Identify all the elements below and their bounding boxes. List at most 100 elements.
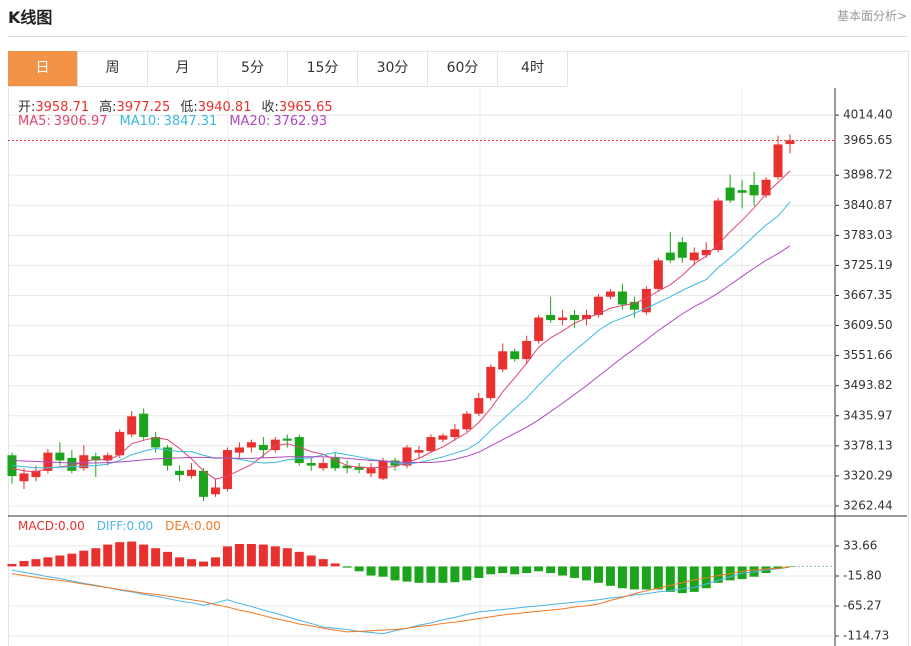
macd-bar [151, 548, 161, 567]
candle-body [31, 470, 41, 478]
legend-name: DIFF: [96, 519, 127, 533]
info-item: 高:3977.25 [99, 96, 170, 115]
legend-item: MA20: 3762.93 [229, 114, 327, 129]
macd-bar [605, 566, 615, 586]
legend-name: MA10: [119, 114, 161, 129]
legend-item: MA10: 3847.31 [120, 114, 218, 129]
ma-line [11, 170, 791, 480]
macd-bar [450, 566, 460, 583]
candle-body [318, 463, 328, 469]
macd-bar [677, 566, 687, 594]
macd-bar [187, 559, 197, 567]
macd-bar [318, 559, 328, 567]
legend-value: 0.00 [58, 519, 85, 533]
info-item: 收:3965.65 [261, 96, 332, 115]
macd-bar [270, 546, 280, 567]
macd-bar [342, 566, 352, 568]
period-tab[interactable]: 60分 [428, 51, 498, 87]
candle-body [282, 438, 292, 441]
macd-bar [558, 566, 568, 576]
info-value: 3958.71 [35, 100, 90, 115]
macd-bar [31, 559, 41, 567]
period-tab[interactable]: 4时 [498, 51, 568, 87]
y-tick-label: 3725.19 [843, 258, 893, 272]
info-label: 低: [180, 100, 198, 115]
candle-body [773, 144, 783, 178]
candle-body [653, 260, 663, 289]
candle-body [689, 252, 699, 261]
period-tab[interactable]: 周 [78, 51, 148, 87]
last-price-label: 3965.65 [843, 133, 893, 147]
macd-bar [67, 553, 77, 567]
y-tick-label: 3262.44 [843, 498, 893, 512]
candle-body [139, 413, 149, 438]
macd-bar [534, 566, 544, 572]
divider [8, 36, 907, 37]
info-label: 开: [18, 100, 36, 115]
macd-bar [582, 566, 592, 581]
candle-body [19, 473, 29, 482]
candle-body [342, 465, 352, 469]
candle-body [701, 249, 711, 256]
candle-body [175, 470, 185, 476]
macd-bar [127, 541, 137, 567]
candle-body [426, 437, 436, 452]
macd-bar [246, 543, 256, 567]
legend-name: MA5: [18, 114, 51, 129]
macd-bar [103, 544, 113, 567]
info-item: 低:3940.81 [180, 96, 251, 115]
macd-bar [486, 566, 496, 575]
chart-panel [8, 51, 909, 646]
candle-body [55, 452, 65, 461]
info-item: 开:3958.71 [18, 96, 89, 115]
macd-bar [522, 566, 532, 574]
period-tab[interactable]: 15分 [288, 51, 358, 87]
period-tab[interactable]: 日 [8, 51, 78, 87]
candle-body [546, 314, 556, 321]
macd-bar [773, 566, 783, 569]
macd-bar [354, 566, 364, 572]
legend-value: 0.00 [126, 519, 154, 533]
y-tick-label: 3435.97 [843, 408, 893, 422]
analysis-link[interactable]: 基本面分析> [836, 9, 907, 23]
candle-body [641, 288, 651, 313]
macd-bar [414, 566, 424, 583]
y-tick-label: 3551.66 [843, 348, 893, 362]
macd-line [11, 566, 791, 633]
candle-body [749, 184, 759, 196]
period-tab[interactable]: 5分 [218, 51, 288, 87]
candle-body [210, 487, 220, 495]
period-tab[interactable]: 月 [148, 51, 218, 87]
last-price-box [836, 132, 906, 149]
macd-bar [426, 566, 436, 583]
ma-legend: MA5: 3906.97 MA10: 3847.31 MA20: 3762.93 [18, 114, 335, 129]
macd-bar [282, 548, 292, 567]
macd-bar [713, 566, 723, 583]
y-tick-label: -65.27 [843, 599, 882, 613]
candle-body [246, 442, 256, 448]
candle-body [486, 366, 496, 399]
legend-item: DIFF:0.00 [97, 519, 153, 533]
period-tab[interactable]: 30分 [358, 51, 428, 87]
candle-body [570, 314, 580, 321]
ma-line [11, 201, 791, 469]
candle-body [258, 444, 268, 451]
macd-bar [462, 566, 472, 581]
candle-body [737, 190, 747, 193]
ohlc-legend: 开:3958.71 高:3977.25 低:3940.81 收:3965.65 [18, 96, 339, 115]
info-label: 收: [261, 100, 279, 115]
y-tick-label: 3783.03 [843, 228, 893, 242]
candle-body [534, 317, 544, 341]
macd-bar [378, 566, 388, 577]
macd-bar [210, 557, 220, 567]
legend-value: 3762.93 [273, 114, 328, 129]
candle-body [582, 314, 592, 320]
candle-body [617, 291, 627, 305]
macd-bar [402, 566, 412, 582]
macd-bar [629, 566, 639, 590]
macd-bar [546, 566, 556, 574]
candle-body [522, 340, 532, 360]
candle-body [665, 252, 675, 261]
candle-body [306, 463, 316, 466]
